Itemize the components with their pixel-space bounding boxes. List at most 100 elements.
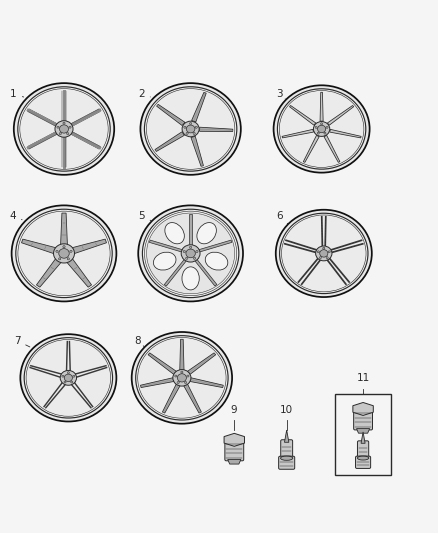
Ellipse shape [316,246,332,261]
Polygon shape [190,378,223,387]
Polygon shape [155,132,184,151]
Text: 4: 4 [10,211,22,221]
Text: 10: 10 [280,405,293,415]
Polygon shape [194,259,217,286]
Ellipse shape [319,257,321,259]
FancyBboxPatch shape [281,440,293,459]
Text: 2: 2 [138,89,150,99]
Ellipse shape [193,257,196,260]
Polygon shape [67,259,92,287]
Polygon shape [162,384,180,413]
Ellipse shape [63,122,65,124]
Polygon shape [148,353,177,375]
Polygon shape [228,459,241,464]
Ellipse shape [186,132,188,134]
Ellipse shape [277,89,366,169]
Ellipse shape [64,381,66,383]
Polygon shape [304,135,319,163]
Ellipse shape [182,121,199,137]
Ellipse shape [195,126,198,128]
Ellipse shape [138,205,243,302]
Polygon shape [189,214,192,246]
FancyBboxPatch shape [357,441,369,459]
Ellipse shape [320,249,328,257]
Ellipse shape [274,85,370,173]
FancyBboxPatch shape [353,406,372,430]
Ellipse shape [279,213,368,294]
Ellipse shape [190,246,192,248]
Ellipse shape [55,120,73,137]
Ellipse shape [147,213,235,294]
Ellipse shape [197,223,216,244]
Ellipse shape [187,375,189,377]
Ellipse shape [184,126,186,128]
Ellipse shape [146,88,235,169]
Polygon shape [191,136,204,166]
Polygon shape [198,240,232,252]
Text: 1: 1 [11,89,24,99]
Ellipse shape [184,382,187,384]
Ellipse shape [181,245,200,262]
Polygon shape [157,104,185,125]
Ellipse shape [64,374,72,382]
Text: 6: 6 [276,211,288,224]
Ellipse shape [70,251,72,253]
Ellipse shape [326,126,328,128]
Ellipse shape [145,211,237,296]
Text: 3: 3 [276,89,286,99]
FancyBboxPatch shape [279,456,295,469]
Polygon shape [224,433,244,446]
Text: 8: 8 [134,336,144,346]
Polygon shape [320,92,323,121]
Bar [335,394,392,475]
Ellipse shape [177,382,179,384]
Ellipse shape [186,125,195,133]
Ellipse shape [145,87,237,171]
Polygon shape [327,106,353,125]
Ellipse shape [324,132,326,134]
Ellipse shape [69,126,71,128]
Ellipse shape [138,337,226,418]
Ellipse shape [20,88,108,169]
Polygon shape [149,240,184,252]
Ellipse shape [175,375,177,377]
Ellipse shape [276,210,372,297]
Ellipse shape [24,338,113,418]
Polygon shape [21,239,56,254]
Ellipse shape [153,252,176,270]
Ellipse shape [279,91,364,167]
Polygon shape [282,130,314,138]
Text: 7: 7 [14,336,30,347]
Polygon shape [284,430,289,442]
Ellipse shape [326,257,328,259]
Ellipse shape [183,251,186,253]
Polygon shape [330,130,361,138]
Ellipse shape [71,381,73,383]
Ellipse shape [173,369,191,386]
Polygon shape [187,353,215,375]
Ellipse shape [182,267,199,290]
Polygon shape [141,378,174,387]
Ellipse shape [314,122,330,136]
Ellipse shape [12,205,117,302]
Text: 5: 5 [138,211,151,221]
Ellipse shape [18,211,110,296]
Polygon shape [164,259,187,286]
Ellipse shape [186,249,195,258]
Ellipse shape [59,258,61,260]
Ellipse shape [132,332,232,424]
Ellipse shape [315,126,317,128]
Ellipse shape [73,375,75,377]
Ellipse shape [328,251,330,253]
Ellipse shape [317,251,319,253]
Ellipse shape [62,375,64,377]
Polygon shape [191,92,206,122]
Polygon shape [361,432,365,443]
Ellipse shape [321,123,323,125]
Ellipse shape [14,83,114,175]
Ellipse shape [142,209,239,297]
Ellipse shape [60,125,68,133]
Ellipse shape [317,132,319,134]
Ellipse shape [323,247,325,249]
Ellipse shape [60,370,77,385]
